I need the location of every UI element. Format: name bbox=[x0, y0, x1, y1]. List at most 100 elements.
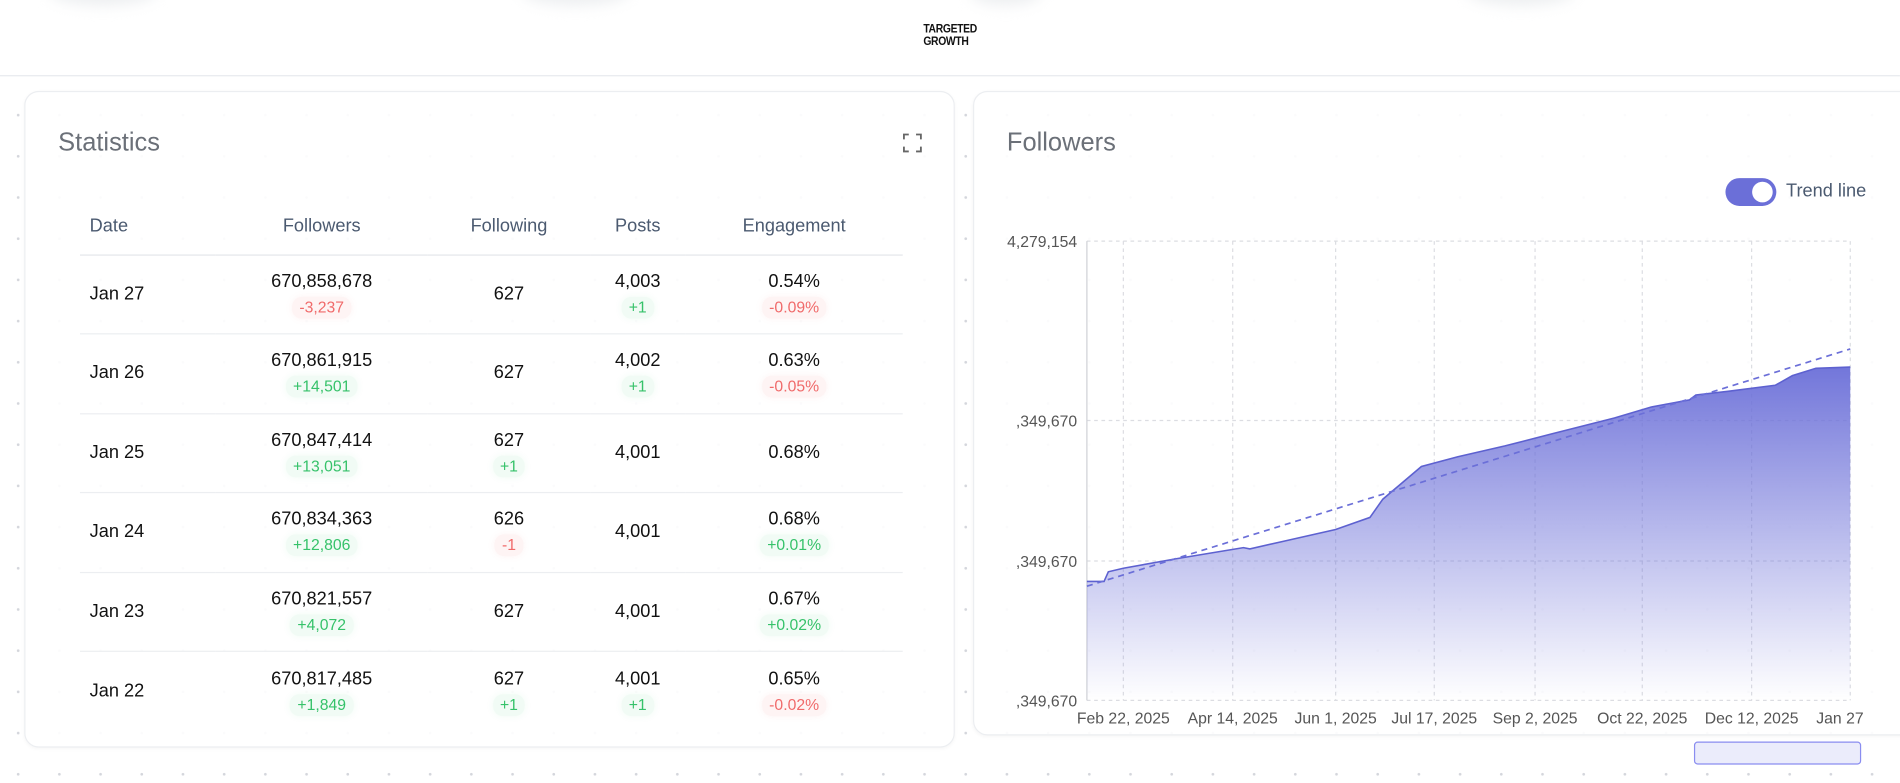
followers-value: 670,861,915 bbox=[271, 350, 373, 372]
table-row: Jan 25 670,847,414 +13,051 627 +1 4,001 0.68% bbox=[79, 413, 903, 494]
x-tick-label: Jun 1, 2025 bbox=[1294, 710, 1377, 727]
following-value: 627 bbox=[493, 362, 525, 384]
trend-line-toggle[interactable] bbox=[1725, 178, 1777, 206]
cell-posts: 4,003 +1 bbox=[589, 254, 686, 335]
cell-posts: 4,001 bbox=[589, 413, 686, 494]
followers-line bbox=[1086, 366, 1851, 583]
cell-posts: 4,001 bbox=[589, 571, 686, 652]
chart-range-brush[interactable] bbox=[1693, 741, 1862, 765]
cell-followers: 670,858,678 -3,237 bbox=[215, 254, 429, 335]
x-tick-label: Oct 22, 2025 bbox=[1597, 710, 1687, 727]
cell-engagement: 0.68% +0.01% bbox=[685, 492, 903, 573]
posts-value: 4,001 bbox=[614, 600, 661, 622]
cell-engagement: 0.63% -0.05% bbox=[685, 333, 903, 414]
followers-value: 670,847,414 bbox=[271, 429, 373, 451]
followers-delta-badge: +14,501 bbox=[285, 375, 358, 398]
following-delta-badge: +1 bbox=[492, 693, 526, 716]
header: TARGETED GROWTH bbox=[0, 0, 1900, 77]
x-tick-label: Dec 12, 2025 bbox=[1705, 710, 1799, 727]
following-value: 627 bbox=[493, 429, 525, 451]
table-row: Jan 24 670,834,363 +12,806 626 -1 4,001 0.68% +… bbox=[79, 492, 903, 573]
cell-followers: 670,861,915 +14,501 bbox=[215, 333, 429, 414]
following-delta-badge: +1 bbox=[492, 455, 526, 478]
column-header-following: Following bbox=[428, 198, 590, 256]
followers-delta-badge: +12,806 bbox=[285, 534, 358, 557]
cell-posts: 4,001 +1 bbox=[590, 651, 686, 730]
cell-followers: 670,834,363 +12,806 bbox=[215, 492, 429, 573]
posts-value: 4,001 bbox=[614, 668, 661, 689]
cell-date: Jan 26 bbox=[79, 333, 216, 414]
x-tick-label: Feb 22, 2025 bbox=[1077, 710, 1170, 727]
x-tick-label: Jul 17, 2025 bbox=[1391, 710, 1477, 727]
cell-posts: 4,001 bbox=[589, 492, 686, 573]
date-value: Jan 22 bbox=[89, 680, 145, 701]
column-header-posts: Posts bbox=[589, 198, 686, 256]
cell-followers: 670,821,557 +4,072 bbox=[215, 571, 429, 652]
blurred-element bbox=[521, 0, 631, 5]
posts-delta-badge: +1 bbox=[621, 296, 654, 319]
table-row: Jan 23 670,821,557 +4,072 627 4,001 0.67% +0.0… bbox=[79, 571, 903, 652]
engagement-delta-badge: -0.05% bbox=[761, 375, 827, 398]
engagement-value: 0.54% bbox=[768, 271, 820, 292]
cell-followers: 670,847,414 +13,051 bbox=[215, 413, 429, 494]
card-title: Followers bbox=[1006, 128, 1116, 157]
following-value: 627 bbox=[493, 600, 525, 622]
cell-following: 627 +1 bbox=[428, 413, 590, 494]
cell-date: Jan 23 bbox=[79, 571, 216, 652]
x-tick-label: Jan 27 bbox=[1816, 710, 1863, 727]
date-value: Jan 27 bbox=[89, 283, 145, 304]
cell-following: 627 bbox=[428, 571, 590, 652]
posts-delta-badge: +1 bbox=[621, 693, 654, 716]
table-row: Jan 27 670,858,678 -3,237 627 4,003 +1 0.54% -0… bbox=[79, 254, 903, 335]
blurred-element bbox=[1466, 0, 1576, 5]
statistics-table: Date Followers Following Posts Engagement Ja… bbox=[79, 198, 903, 731]
engagement-delta-badge: -0.09% bbox=[761, 296, 827, 319]
y-tick-label: ,349,670 bbox=[1016, 554, 1078, 571]
column-header-engagement: Engagement bbox=[685, 198, 903, 256]
posts-delta-badge: +1 bbox=[621, 375, 654, 398]
cell-followers: 670,817,485 +1,849 bbox=[215, 651, 428, 730]
posts-value: 4,001 bbox=[614, 441, 661, 463]
followers-value: 670,821,557 bbox=[271, 588, 373, 610]
cell-date: Jan 22 bbox=[80, 651, 215, 730]
posts-value: 4,003 bbox=[614, 271, 661, 292]
expand-icon[interactable] bbox=[903, 133, 922, 153]
logo[interactable]: TARGETED GROWTH bbox=[923, 23, 977, 49]
statistics-card: Statistics Date Followers Following Posts En… bbox=[24, 90, 955, 748]
posts-value: 4,001 bbox=[614, 521, 661, 542]
cell-date: Jan 24 bbox=[79, 492, 216, 573]
x-tick-label: Apr 14, 2025 bbox=[1188, 710, 1278, 727]
followers-value: 670,834,363 bbox=[271, 509, 373, 530]
cell-posts: 4,002 +1 bbox=[589, 333, 686, 414]
y-tick-label: 4,279,154 bbox=[1007, 234, 1077, 251]
followers-value: 670,817,485 bbox=[271, 668, 373, 689]
column-header-followers: Followers bbox=[215, 198, 429, 256]
cell-date: Jan 27 bbox=[79, 254, 216, 335]
following-value: 627 bbox=[493, 668, 525, 689]
cell-engagement: 0.65% -0.02% bbox=[686, 651, 903, 730]
trend-line bbox=[1086, 348, 1851, 588]
column-header-date: Date bbox=[79, 198, 216, 256]
y-tick-label: ,349,670 bbox=[1016, 693, 1078, 710]
cell-following: 626 -1 bbox=[428, 492, 590, 573]
followers-delta-badge: -3,237 bbox=[292, 296, 352, 319]
engagement-value: 0.68% bbox=[768, 441, 820, 463]
posts-value: 4,002 bbox=[614, 350, 661, 372]
engagement-value: 0.63% bbox=[768, 350, 820, 372]
followers-delta-badge: +4,072 bbox=[290, 614, 354, 636]
cell-engagement: 0.54% -0.09% bbox=[685, 254, 903, 335]
date-value: Jan 24 bbox=[89, 521, 145, 542]
followers-delta-badge: +13,051 bbox=[285, 455, 358, 478]
engagement-delta-badge: -0.02% bbox=[761, 693, 827, 716]
following-delta-badge: -1 bbox=[494, 534, 524, 557]
engagement-delta-badge: +0.01% bbox=[759, 534, 829, 557]
table-row: Jan 22 670,817,485 +1,849 627 +1 4,001 +1 0.65%… bbox=[80, 651, 903, 730]
cell-engagement: 0.67% +0.02% bbox=[685, 571, 903, 652]
engagement-value: 0.65% bbox=[768, 668, 820, 689]
following-value: 627 bbox=[493, 283, 525, 304]
date-value: Jan 26 bbox=[89, 362, 145, 384]
cell-following: 627 bbox=[428, 333, 590, 414]
y-tick-label: ,349,670 bbox=[1016, 414, 1078, 431]
engagement-value: 0.67% bbox=[768, 588, 820, 610]
